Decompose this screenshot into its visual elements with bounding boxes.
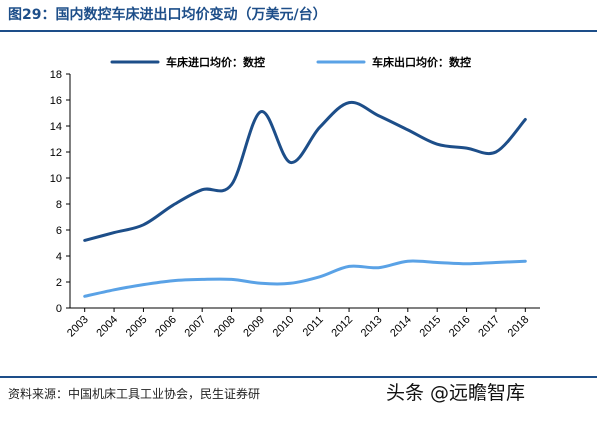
x-tick-label: 2011: [301, 314, 326, 339]
legend-label-2: 车床出口均价：数控: [372, 55, 471, 69]
x-tick-label: 2009: [241, 314, 267, 340]
y-tick-label: 12: [50, 147, 62, 159]
legend-label-1: 车床进口均价：数控: [166, 55, 265, 69]
y-tick-label: 18: [50, 69, 62, 81]
series-line-2: [83, 259, 527, 298]
chart-title: 图29：国内数控车床进出口均价变动（万美元/台）: [8, 7, 327, 23]
series-line-1: [83, 100, 527, 242]
y-tick-label: 2: [56, 277, 62, 289]
x-tick-label: 2016: [447, 314, 473, 340]
y-tick-label: 8: [56, 199, 62, 211]
x-tick-label: 2014: [388, 314, 414, 340]
x-tick-label: 2003: [65, 314, 91, 340]
x-tick-label: 2007: [183, 314, 209, 340]
source-note: 资料来源：中国机床工具工业协会，民生证券研: [8, 387, 261, 401]
x-tick-label: 2004: [94, 314, 120, 340]
x-tick-label: 2018: [506, 314, 532, 340]
y-tick-label: 0: [56, 303, 62, 315]
x-tick-label: 2006: [153, 314, 179, 340]
x-tick-label: 2015: [418, 314, 444, 340]
y-tick-label: 10: [50, 173, 62, 185]
x-tick-label: 2010: [271, 314, 297, 340]
y-tick-label: 16: [50, 95, 62, 107]
y-tick-label: 4: [56, 251, 62, 263]
x-tick-label: 2013: [359, 314, 385, 340]
y-tick-label: 6: [56, 225, 62, 237]
title-rule: [0, 30, 597, 32]
y-tick-label: 14: [50, 121, 62, 133]
watermark: 头条 @远瞻智库: [382, 378, 530, 405]
x-tick-label: 2005: [124, 314, 150, 340]
x-tick-label: 2017: [476, 314, 502, 340]
x-tick-label: 2012: [329, 314, 355, 340]
footer-rule: [0, 376, 597, 378]
x-tick-label: 2008: [212, 314, 238, 340]
